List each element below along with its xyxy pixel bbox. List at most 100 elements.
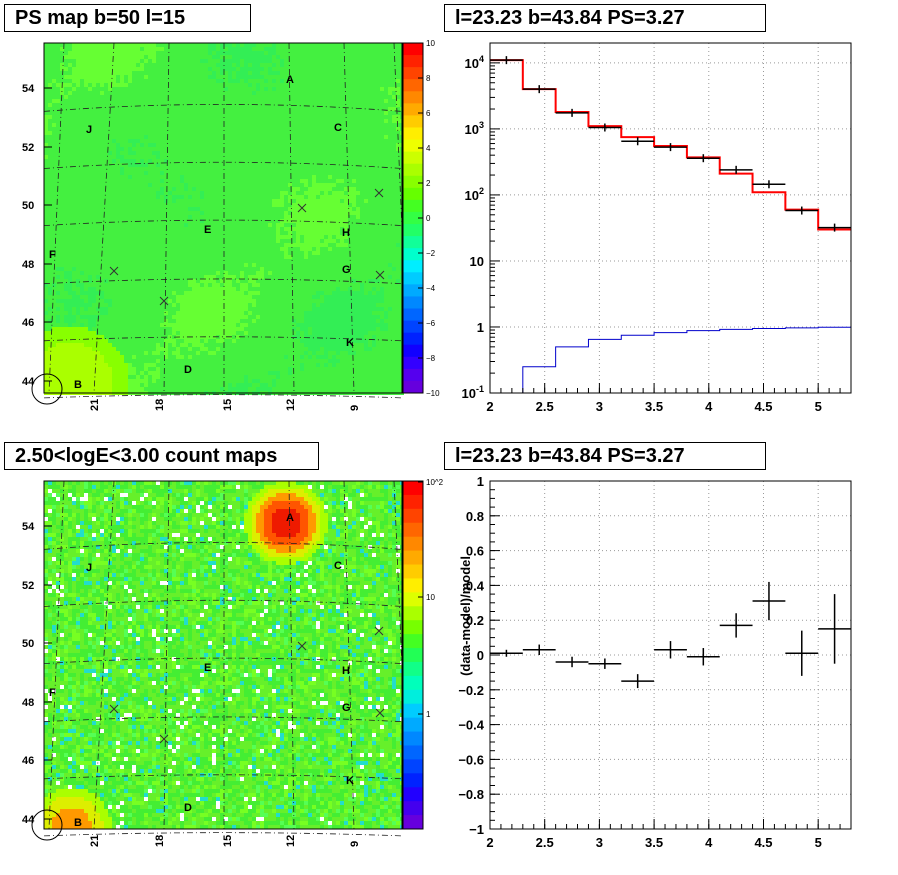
colorbar-tick-label: 10 — [426, 593, 435, 602]
region-label-K: K — [346, 775, 354, 787]
colorbar-tick-label: 6 — [426, 109, 431, 118]
residual-title: l=23.23 b=43.84 PS=3.27 — [444, 442, 766, 470]
x-tick-label: 3 — [596, 399, 603, 414]
region-label-H: H — [342, 665, 350, 677]
y-tick-label: 50 — [22, 200, 34, 212]
y-tick-label: 1 — [477, 320, 484, 335]
region-label-A: A — [286, 74, 294, 86]
source-marker — [375, 270, 385, 280]
y-tick-label: 0 — [477, 648, 484, 663]
spectrum-title: l=23.23 b=43.84 PS=3.27 — [444, 4, 766, 32]
y-tick-label: 103 — [465, 120, 484, 137]
x-tick-label: 21 — [89, 399, 101, 411]
y-tick-label: 1 — [477, 474, 484, 489]
count-map-title: 2.50<logE<3.00 count maps — [4, 442, 319, 470]
x-tick-label: 18 — [154, 399, 166, 411]
colorbar-tick-label: −4 — [426, 284, 436, 293]
y-tick-label: 0.4 — [466, 578, 485, 593]
x-tick-label: 5 — [815, 399, 822, 414]
y-tick-label: −0.4 — [458, 718, 484, 733]
residual-panel: 2 2.5 3 3.5 4 4.5 5 1 0.8 0.6 0.4 0.2 0 −0.2 −0.4 −0.6 −… — [458, 474, 852, 850]
roi-circle — [31, 809, 63, 841]
source-marker — [159, 296, 169, 306]
residual-point — [588, 658, 622, 669]
region-label-J: J — [86, 124, 92, 136]
x-tick-label: 9 — [349, 841, 361, 847]
region-label-J: J — [86, 562, 92, 574]
source-marker — [159, 734, 169, 744]
data-point — [752, 180, 786, 189]
y-tick-label: 10-1 — [462, 384, 484, 401]
region-label-H: H — [342, 227, 350, 239]
residual-point — [654, 641, 687, 659]
longitude-line — [48, 42, 65, 394]
colorbar-tick-label: 0 — [426, 214, 431, 223]
longitude-line — [163, 480, 170, 830]
x-tick-label: 4 — [705, 835, 713, 850]
colorbar-tick-label: 8 — [426, 74, 431, 83]
y-tick-label: 102 — [465, 186, 484, 203]
source-marker — [109, 266, 119, 276]
plot-frame — [489, 42, 852, 394]
x-tick-label: 3.5 — [645, 399, 663, 414]
x-tick-label: 12 — [285, 835, 297, 847]
colorbar-tick-label: 10 — [426, 39, 435, 48]
x-tick-label: 5 — [815, 835, 822, 850]
colorbar-tick-label: −2 — [426, 249, 436, 258]
source-marker — [375, 708, 385, 718]
data-point — [818, 223, 851, 232]
longitude-line — [288, 480, 295, 830]
x-tick-label: 2.5 — [536, 399, 554, 414]
source-marker — [297, 641, 307, 651]
residual-point — [621, 674, 655, 689]
region-label-K: K — [346, 337, 354, 349]
region-label-B: B — [74, 817, 82, 829]
latitude-line — [43, 394, 403, 399]
longitude-line — [288, 42, 295, 394]
heatmap-panel-0: A B C D E F G H J K 54 52 50 48 46 44 21 18 15 12 9 — [22, 42, 410, 411]
step-series-1 — [522, 326, 851, 393]
residual-point — [490, 649, 523, 657]
y-tick-label: 0.6 — [466, 544, 484, 559]
heatmap-panel-2: A B C D E F G H J K 54 52 50 48 46 44 21 18 15 12 9 — [22, 480, 410, 847]
region-label-F: F — [49, 687, 56, 699]
y-tick-label: 52 — [22, 580, 34, 592]
count-colorbar: 10^2 10 1 — [402, 478, 444, 830]
x-tick-label: 21 — [89, 835, 101, 847]
y-tick-label: 10 — [470, 254, 484, 269]
data-point — [654, 143, 687, 152]
y-tick-label: −0.6 — [458, 752, 484, 767]
ps-map-title: PS map b=50 l=15 — [4, 4, 251, 32]
longitude-line — [48, 480, 65, 830]
colorbar-tick-label: −8 — [426, 354, 436, 363]
y-tick-label: 52 — [22, 142, 34, 154]
y-tick-label: −1 — [469, 822, 484, 837]
x-tick-label: 2 — [486, 835, 493, 850]
data-point — [588, 123, 622, 132]
residual-point — [686, 648, 720, 666]
region-label-A: A — [286, 512, 294, 524]
map-frame — [43, 42, 403, 394]
data-point — [785, 206, 819, 215]
source-marker — [374, 188, 384, 198]
y-tick-label: 104 — [465, 54, 484, 71]
colorbar-tick-label: 10^2 — [426, 478, 444, 487]
y-tick-label: 50 — [22, 638, 34, 650]
residual-point — [785, 630, 819, 676]
data-point — [719, 165, 753, 174]
y-tick-label: 48 — [22, 259, 34, 271]
longitude-line — [343, 480, 355, 830]
region-label-B: B — [74, 379, 82, 391]
region-label-F: F — [49, 249, 56, 261]
y-tick-label: 44 — [22, 376, 35, 388]
residual-point — [555, 656, 589, 668]
region-label-D: D — [184, 802, 192, 814]
x-tick-label: 18 — [154, 835, 166, 847]
y-tick-label: −0.2 — [458, 683, 484, 698]
source-marker — [109, 704, 119, 714]
x-tick-label: 4 — [705, 399, 713, 414]
y-tick-label: 44 — [22, 814, 35, 826]
y-tick-label: −0.8 — [458, 787, 484, 802]
